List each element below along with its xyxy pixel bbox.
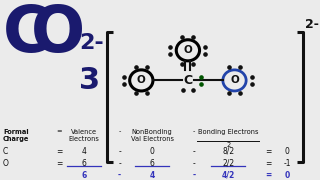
Text: C: C — [3, 147, 8, 156]
Text: Valence
Electrons: Valence Electrons — [68, 129, 99, 142]
Text: 6: 6 — [81, 171, 86, 180]
Text: -: - — [193, 171, 196, 180]
Text: 4: 4 — [81, 147, 86, 156]
Text: 0: 0 — [150, 147, 155, 156]
Text: O: O — [137, 75, 146, 86]
Text: =: = — [56, 159, 62, 168]
Text: -: - — [193, 159, 196, 168]
Text: 8/2: 8/2 — [222, 147, 234, 156]
Text: -: - — [193, 129, 195, 135]
Text: -: - — [118, 159, 121, 168]
Text: O: O — [3, 159, 9, 168]
Text: 6: 6 — [81, 159, 86, 168]
Text: O: O — [230, 75, 239, 86]
Text: 2: 2 — [226, 142, 230, 148]
Text: -1: -1 — [284, 159, 291, 168]
Text: 2/2: 2/2 — [222, 159, 234, 168]
Text: -: - — [118, 129, 121, 135]
Text: 3: 3 — [79, 66, 100, 95]
Text: =: = — [56, 147, 62, 156]
Text: -: - — [118, 147, 121, 156]
Text: 4/2: 4/2 — [222, 171, 235, 180]
Text: O: O — [31, 3, 85, 65]
Text: 0: 0 — [285, 171, 290, 180]
Text: 0: 0 — [285, 147, 290, 156]
Text: Formal
Charge: Formal Charge — [3, 129, 29, 142]
Text: =: = — [266, 171, 272, 180]
Text: Bonding Electrons: Bonding Electrons — [198, 129, 259, 135]
Text: 2-: 2- — [79, 33, 104, 53]
Text: -: - — [118, 171, 121, 180]
Text: O: O — [184, 45, 192, 55]
Text: =: = — [56, 129, 62, 135]
Text: C: C — [183, 74, 192, 87]
Text: =: = — [266, 147, 272, 156]
Text: 6: 6 — [150, 159, 155, 168]
Text: 4: 4 — [149, 171, 155, 180]
Text: C: C — [3, 3, 50, 65]
Text: -: - — [193, 147, 196, 156]
Text: =: = — [266, 159, 272, 168]
Text: NonBonding
Val Electrons: NonBonding Val Electrons — [131, 129, 174, 142]
Text: 2-: 2- — [305, 18, 319, 31]
